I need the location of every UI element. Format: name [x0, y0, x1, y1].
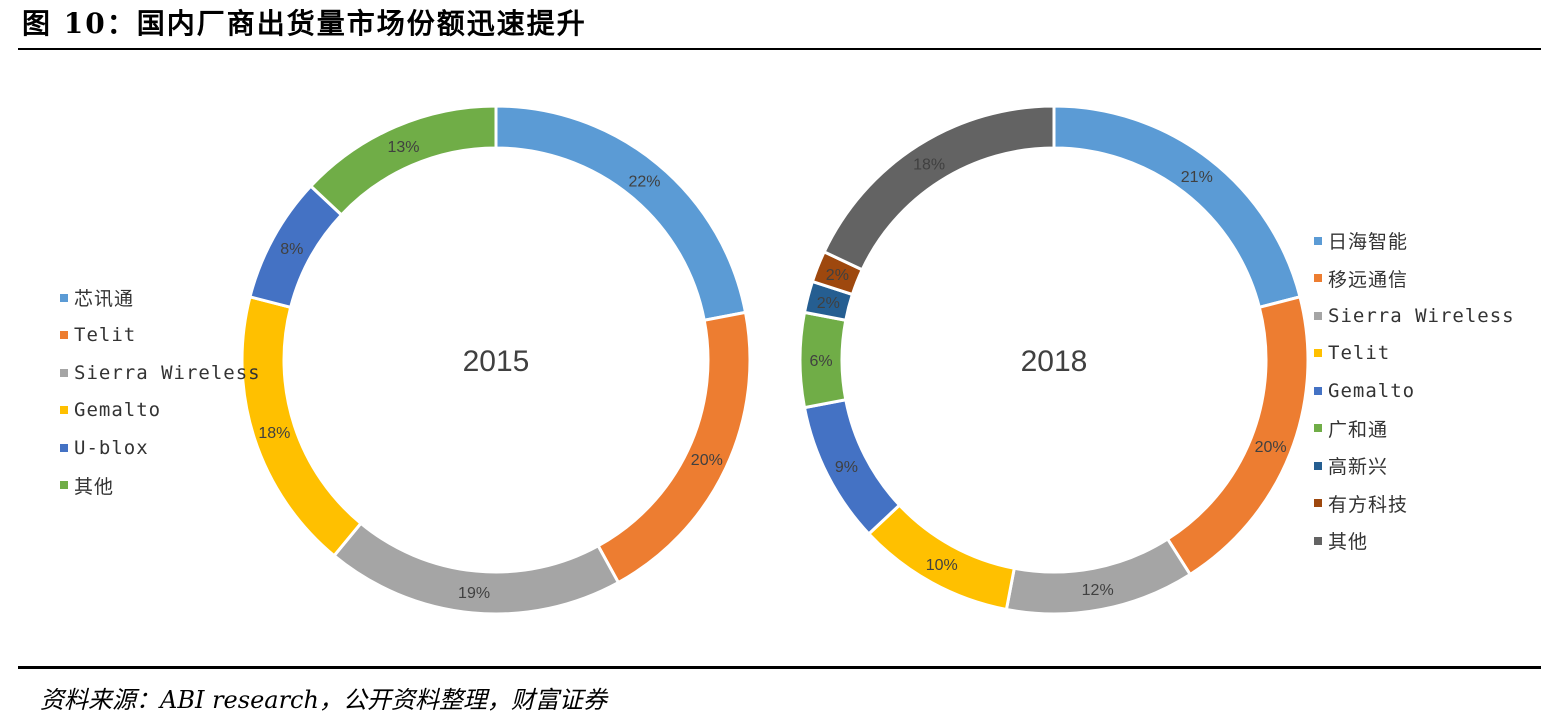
legend-swatch — [60, 368, 68, 377]
slice-2018-8 — [822, 104, 1056, 272]
slice-label-2018-3: 10% — [926, 557, 958, 574]
legend-swatch — [1314, 424, 1322, 433]
slice-2018-0 — [1052, 104, 1302, 310]
legend-item-其他: 其他 — [60, 467, 261, 505]
legend-item-u-blox: U-blox — [60, 429, 261, 467]
legend-swatch — [1314, 499, 1322, 508]
slice-label-2018-6: 2% — [817, 295, 840, 312]
legend-swatch — [60, 481, 68, 490]
slice-label-2015-3: 18% — [258, 425, 290, 442]
legend-2018: 日海智能移远通信 Sierra Wireless Telit Gemalto 广和通高新… — [1314, 222, 1515, 560]
legend-item-gemalto: Gemalto — [1314, 372, 1515, 410]
legend-label: 日海智能 — [1328, 231, 1409, 254]
bottom-rule — [18, 666, 1541, 669]
legend-label: 芯讯通 — [74, 288, 135, 311]
legend-swatch — [1314, 349, 1322, 358]
slice-label-2018-8: 18% — [913, 156, 945, 173]
legend-label: 移远通信 — [1328, 268, 1409, 291]
legend-item-sierra-wireless: Sierra Wireless — [1314, 297, 1515, 335]
legend-label: Telit — [74, 324, 137, 347]
slice-label-2015-0: 22% — [629, 173, 661, 190]
slice-label-2015-1: 20% — [691, 452, 723, 469]
slice-label-2018-0: 21% — [1181, 169, 1213, 186]
donut-2015: 22% 20% 19% 18% 8% 13% 2015 — [240, 104, 752, 616]
legend-swatch — [1314, 386, 1322, 395]
legend-swatch — [60, 293, 68, 302]
legend-label: 其他 — [74, 475, 115, 498]
legend-label: 其他 — [1328, 531, 1369, 554]
page-title: 图 10：国内厂商出货量市场份额迅速提升 — [22, 7, 587, 40]
legend-swatch — [60, 406, 68, 415]
legend-swatch — [1314, 274, 1322, 283]
legend-swatch — [60, 331, 68, 340]
legend-item-telit: Telit — [1314, 335, 1515, 373]
legend-label: 广和通 — [1328, 418, 1389, 441]
legend-item-广和通: 广和通 — [1314, 410, 1515, 448]
legend-label: Sierra Wireless — [1328, 304, 1515, 327]
top-rule — [18, 48, 1541, 50]
legend-label: Sierra Wireless — [74, 361, 261, 384]
legend-swatch — [1314, 536, 1322, 545]
legend-swatch — [1314, 461, 1322, 470]
legend-swatch — [1314, 311, 1322, 320]
legend-item-gemalto: Gemalto — [60, 392, 261, 430]
center-label-2015: 2015 — [463, 345, 530, 378]
slice-label-2015-4: 8% — [280, 241, 303, 258]
legend-label: U-blox — [74, 436, 149, 459]
legend-label: Gemalto — [74, 399, 162, 422]
slice-label-2018-7: 2% — [826, 267, 849, 284]
legend-swatch — [1314, 236, 1322, 245]
legend-item-sierra-wireless: Sierra Wireless — [60, 354, 261, 392]
legend-item-telit: Telit — [60, 317, 261, 355]
slice-2018-2 — [1004, 536, 1193, 616]
slice-label-2018-2: 12% — [1082, 582, 1114, 599]
slice-label-2018-1: 20% — [1255, 439, 1287, 456]
legend-label: 高新兴 — [1328, 456, 1389, 479]
donut-2018: 21% 20% 12% 10% 9% 6% 2% 2% 18% 2018 — [798, 104, 1310, 616]
slice-label-2015-2: 19% — [458, 585, 490, 602]
legend-label: Telit — [1328, 342, 1391, 365]
legend-item-芯讯通: 芯讯通 — [60, 279, 261, 317]
legend-2015: 芯讯通 Telit Sierra Wireless Gemalto U-blox 其他 — [60, 279, 261, 504]
slice-2018-1 — [1165, 295, 1310, 577]
slice-2015-5 — [308, 104, 498, 217]
legend-item-其他: 其他 — [1314, 522, 1515, 560]
slice-label-2018-4: 9% — [835, 459, 858, 476]
slice-2015-0 — [494, 104, 748, 323]
legend-label: Gemalto — [1328, 379, 1416, 402]
slice-2015-1 — [596, 310, 752, 585]
legend-item-移远通信: 移远通信 — [1314, 260, 1515, 298]
slice-label-2018-5: 6% — [809, 353, 832, 370]
legend-item-有方科技: 有方科技 — [1314, 485, 1515, 523]
center-label-2018: 2018 — [1021, 345, 1088, 378]
legend-item-日海智能: 日海智能 — [1314, 222, 1515, 260]
source-note: 资料来源：ABI research，公开资料整理，财富证券 — [40, 686, 607, 714]
legend-item-高新兴: 高新兴 — [1314, 447, 1515, 485]
legend-label: 有方科技 — [1328, 493, 1409, 516]
legend-swatch — [60, 443, 68, 452]
slice-label-2015-5: 13% — [387, 139, 419, 156]
